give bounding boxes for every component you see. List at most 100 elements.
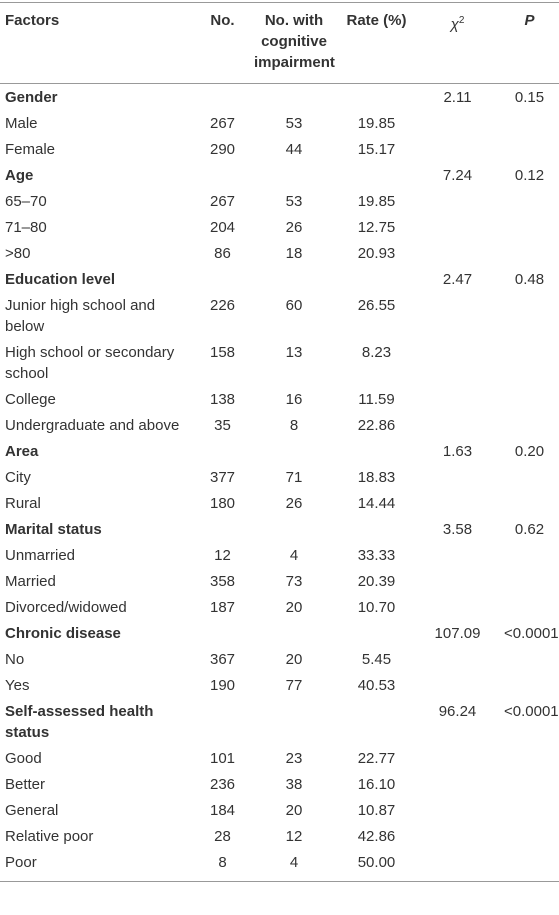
- cell: College: [5, 391, 56, 408]
- cell: 20.39: [357, 573, 396, 590]
- cell: 14.44: [357, 495, 396, 512]
- cell: [415, 188, 500, 214]
- cell: Male: [5, 115, 38, 132]
- data-row: 71–80 204 26 12.75: [0, 214, 559, 240]
- cell: [415, 823, 500, 849]
- table-body: Gender 2.11 0.15 Male 267 53 19.85 Female 290 44 1…: [0, 84, 559, 882]
- cell: 8: [218, 854, 227, 871]
- data-row: Poor 8 4 50.00: [0, 849, 559, 882]
- cell: Undergraduate and above: [5, 417, 180, 434]
- cell: [250, 162, 338, 188]
- cell: [500, 771, 559, 797]
- data-row: Relative poor 28 12 42.86: [0, 823, 559, 849]
- cell: 26: [285, 495, 303, 512]
- cell: Better: [5, 776, 46, 793]
- cell: [415, 594, 500, 620]
- header-cell: Rate (%): [346, 12, 407, 29]
- section-row: Self-assessed health status 96.24 <0.0001: [0, 698, 559, 745]
- cell: 50.00: [357, 854, 396, 871]
- data-row: Yes 190 77 40.53: [0, 672, 559, 698]
- cell: [500, 646, 559, 672]
- cell: [195, 84, 250, 111]
- cell: 20: [285, 651, 303, 668]
- data-table: Factors No. No. with cognitive impairmen…: [0, 2, 559, 882]
- cell: 12.75: [357, 219, 396, 236]
- cell: 53: [285, 115, 303, 132]
- header-cell: No. with cognitive impairment: [254, 12, 335, 71]
- cell: 1.63: [442, 443, 473, 460]
- cell: [338, 438, 415, 464]
- cell: 16.10: [357, 776, 396, 793]
- cell: [338, 698, 415, 745]
- cell: 180: [209, 495, 236, 512]
- data-row: Good 101 23 22.77: [0, 745, 559, 771]
- cell: 8.23: [361, 344, 392, 361]
- data-row: Married 358 73 20.39: [0, 568, 559, 594]
- cell: 5.45: [361, 651, 392, 668]
- cell: [500, 412, 559, 438]
- cell: [415, 568, 500, 594]
- cell: 12: [214, 547, 231, 564]
- header-cell: No.: [210, 12, 235, 29]
- cell: 358: [209, 573, 236, 590]
- cell: Self-assessed health status: [5, 703, 154, 741]
- cell: 377: [209, 469, 236, 486]
- cell: [250, 620, 338, 646]
- cell: 15.17: [357, 141, 396, 158]
- cell: [415, 646, 500, 672]
- cell: 158: [209, 344, 236, 361]
- cell: [338, 162, 415, 188]
- cell: [415, 214, 500, 240]
- cell: Age: [5, 167, 34, 184]
- cell: Gender: [5, 89, 58, 106]
- cell: 0.48: [514, 271, 545, 288]
- cell: 267: [209, 193, 236, 210]
- cell: [250, 438, 338, 464]
- cell: 20: [285, 599, 303, 616]
- data-row: Rural 180 26 14.44: [0, 490, 559, 516]
- cell: >80: [5, 245, 31, 262]
- cell: [415, 339, 500, 386]
- cell: 77: [285, 677, 303, 694]
- cell: 236: [209, 776, 236, 793]
- cell: [415, 136, 500, 162]
- header-cell: Factors: [5, 12, 60, 29]
- cell: 22.77: [357, 750, 396, 767]
- cell: 65–70: [5, 193, 47, 210]
- cell: [338, 266, 415, 292]
- cell: 101: [209, 750, 236, 767]
- cell: 0.12: [514, 167, 545, 184]
- cell: 107.09: [434, 625, 481, 642]
- section-row: Age 7.24 0.12: [0, 162, 559, 188]
- cell: 367: [209, 651, 236, 668]
- cell: [338, 516, 415, 542]
- cell: 190: [209, 677, 236, 694]
- cell: [415, 464, 500, 490]
- section-row: Marital status 3.58 0.62: [0, 516, 559, 542]
- cell: [500, 188, 559, 214]
- header-text: χ: [450, 16, 459, 33]
- cell: 60: [285, 297, 303, 314]
- cell: [500, 136, 559, 162]
- cell: 2.11: [443, 89, 472, 106]
- cell: 204: [209, 219, 236, 236]
- cell: Rural: [5, 495, 41, 512]
- cell: Education level: [5, 271, 116, 288]
- cell: 40.53: [357, 677, 396, 694]
- cell: General: [5, 802, 59, 819]
- cell: 18.83: [357, 469, 396, 486]
- cell: 18: [285, 245, 303, 262]
- header-row: Factors No. No. with cognitive impairmen…: [0, 2, 559, 84]
- cell: 28: [214, 828, 231, 845]
- cell: 23: [285, 750, 303, 767]
- cell: City: [5, 469, 31, 486]
- cell: 33.33: [357, 547, 396, 564]
- cell: 19.85: [357, 115, 396, 132]
- cell: 7.24: [442, 167, 473, 184]
- cell: 12: [285, 828, 303, 845]
- data-row: Undergraduate and above 35 8 22.86: [0, 412, 559, 438]
- cell: [195, 620, 250, 646]
- cell: 26.55: [357, 297, 396, 314]
- cell: [250, 84, 338, 111]
